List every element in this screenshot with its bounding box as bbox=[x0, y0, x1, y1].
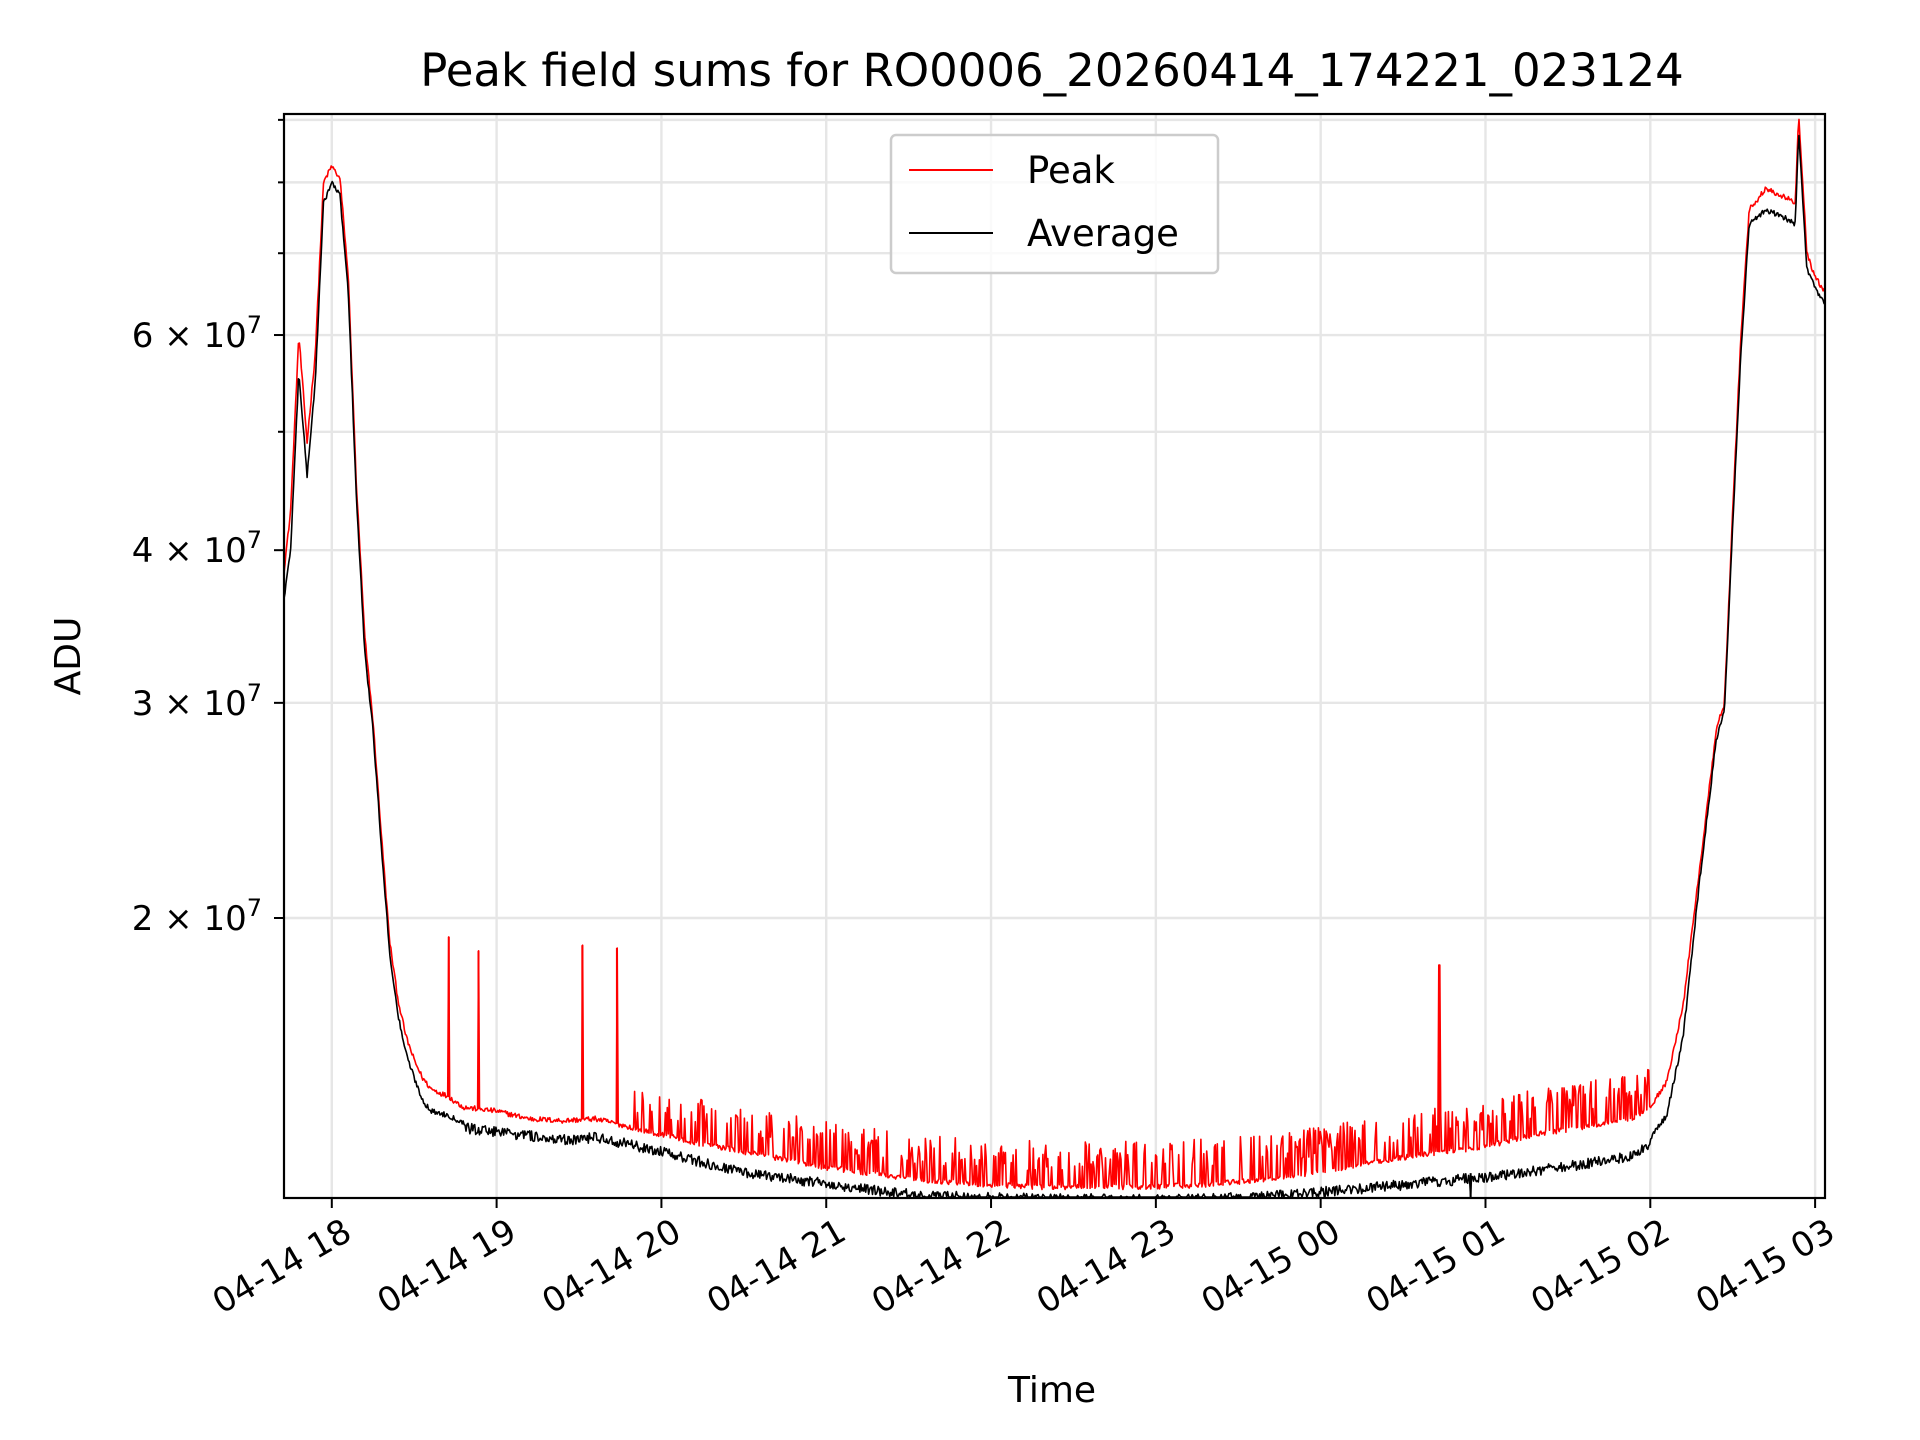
series-line-peak bbox=[283, 118, 1826, 1191]
y-tick-label: 2 × 107 bbox=[132, 894, 262, 939]
x-axis-label: Time bbox=[1007, 1370, 1096, 1411]
y-tick-label: 4 × 107 bbox=[132, 526, 262, 571]
grid bbox=[284, 114, 1825, 1198]
y-axis-label: ADU bbox=[48, 617, 89, 696]
series-layer bbox=[283, 118, 1826, 1198]
legend-peak-label: Peak bbox=[1027, 149, 1115, 192]
y-tick-label: 3 × 107 bbox=[132, 679, 262, 724]
legend-average-label: Average bbox=[1027, 212, 1179, 255]
legend: Peak Average bbox=[889, 133, 1220, 275]
chart-title: Peak field sums for RO0006_20260414_1742… bbox=[420, 44, 1684, 97]
series-line-average bbox=[283, 134, 1826, 1198]
plot-frame bbox=[282, 112, 1827, 1200]
y-tick-label: 6 × 107 bbox=[132, 311, 262, 356]
